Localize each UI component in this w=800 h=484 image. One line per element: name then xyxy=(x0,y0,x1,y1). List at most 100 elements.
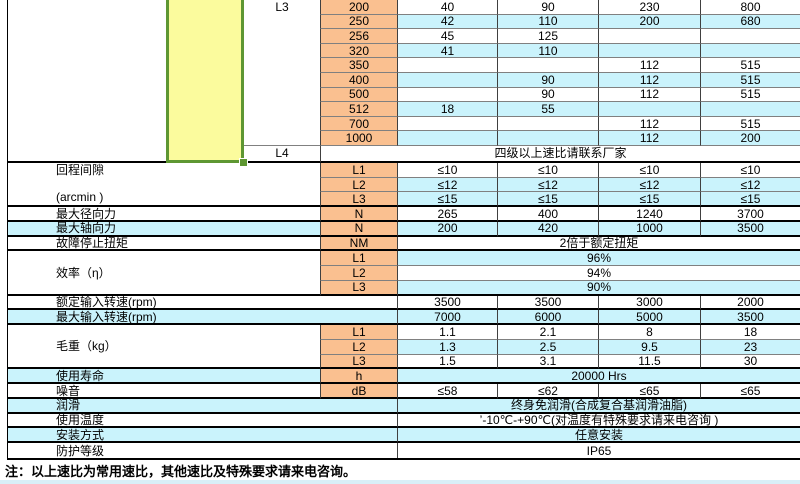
value-cell[interactable]: ≤62 xyxy=(497,384,598,399)
value-cell[interactable]: 112 xyxy=(598,87,700,103)
spec-label-cell[interactable]: 最大输入转速(rpm) xyxy=(8,310,397,326)
value-cell[interactable]: 110 xyxy=(497,43,598,59)
ratio-cell[interactable]: 400 xyxy=(320,72,397,88)
value-cell[interactable]: ≤12 xyxy=(497,177,598,193)
value-cell[interactable] xyxy=(700,102,800,117)
value-cell[interactable]: 11.5 xyxy=(598,354,700,370)
value-cell[interactable]: 1.5 xyxy=(397,354,497,370)
value-cell[interactable]: 90 xyxy=(497,72,598,88)
selection-fill-handle[interactable] xyxy=(239,158,248,167)
value-cell[interactable]: ≤58 xyxy=(397,384,497,399)
value-cell[interactable]: 8 xyxy=(598,325,700,340)
merged-value-cell[interactable]: IP65 xyxy=(397,443,800,458)
value-cell[interactable]: 5000 xyxy=(598,310,700,326)
value-cell[interactable]: 3500 xyxy=(397,295,497,311)
spec-label-cell[interactable]: 使用温度 xyxy=(8,413,397,429)
value-cell[interactable]: ≤10 xyxy=(397,162,497,178)
value-cell[interactable] xyxy=(397,116,497,132)
value-cell[interactable]: 3700 xyxy=(700,207,800,222)
value-cell[interactable] xyxy=(397,131,497,146)
ratio-cell[interactable]: 1000 xyxy=(320,131,397,146)
value-cell[interactable]: 3.1 xyxy=(497,354,598,370)
merged-value-cell[interactable]: 90% xyxy=(397,280,800,296)
unit-cell[interactable]: L3 xyxy=(320,192,397,208)
stage-l4-cell[interactable]: L4 xyxy=(244,145,320,163)
ratio-cell[interactable]: 512 xyxy=(320,102,397,117)
value-cell[interactable]: 515 xyxy=(700,58,800,73)
unit-cell[interactable]: L2 xyxy=(320,177,397,193)
value-cell[interactable]: 40 xyxy=(397,0,497,15)
unit-cell[interactable]: L1 xyxy=(320,251,397,267)
value-cell[interactable]: 30 xyxy=(700,354,800,370)
value-cell[interactable] xyxy=(700,29,800,44)
value-cell[interactable]: 90 xyxy=(497,0,598,15)
value-cell[interactable]: ≤12 xyxy=(700,177,800,193)
selected-cell[interactable] xyxy=(166,0,244,163)
value-cell[interactable]: ≤15 xyxy=(700,192,800,208)
unit-cell[interactable]: L1 xyxy=(320,325,397,340)
value-cell[interactable] xyxy=(497,131,598,146)
l4-note-cell[interactable]: 四级以上速比请联系厂家 xyxy=(320,145,800,163)
value-cell[interactable]: 112 xyxy=(598,72,700,88)
unit-cell[interactable]: L1 xyxy=(320,162,397,178)
value-cell[interactable]: 110 xyxy=(497,14,598,30)
merged-value-cell[interactable]: 终身免润滑(合成复合基润滑油脂) xyxy=(397,398,800,414)
spec-label-cell[interactable]: 效率（η） xyxy=(8,251,320,296)
ratio-cell[interactable]: 700 xyxy=(320,116,397,132)
merged-value-cell[interactable]: 94% xyxy=(397,266,800,281)
value-cell[interactable]: 23 xyxy=(700,339,800,355)
value-cell[interactable]: 125 xyxy=(497,29,598,44)
ratio-cell[interactable]: 250 xyxy=(320,14,397,30)
spec-label-cell[interactable]: 最大轴向力 xyxy=(8,221,320,237)
value-cell[interactable]: 3500 xyxy=(700,221,800,237)
value-cell[interactable]: ≤15 xyxy=(497,192,598,208)
value-cell[interactable]: ≤65 xyxy=(598,384,700,399)
value-cell[interactable] xyxy=(598,43,700,59)
merged-value-cell[interactable]: ’-10℃-+90℃(对温度有特殊要求请来电咨询 ) xyxy=(397,413,800,429)
spec-label-cell[interactable]: 额定输入转速(rpm) xyxy=(8,295,397,311)
value-cell[interactable]: 3500 xyxy=(497,295,598,311)
value-cell[interactable]: 112 xyxy=(598,58,700,73)
unit-cell[interactable]: L3 xyxy=(320,354,397,370)
value-cell[interactable]: 200 xyxy=(700,131,800,146)
spec-label-cell[interactable]: 毛重（kg） xyxy=(8,325,320,370)
merged-value-cell[interactable]: 任意安装 xyxy=(397,428,800,444)
value-cell[interactable] xyxy=(397,72,497,88)
merged-value-cell[interactable]: 2倍于额定扭矩 xyxy=(397,236,800,252)
spec-label-cell[interactable]: 使用寿命 xyxy=(8,369,320,385)
value-cell[interactable]: ≤15 xyxy=(598,192,700,208)
value-cell[interactable]: 1.3 xyxy=(397,339,497,355)
value-cell[interactable]: 55 xyxy=(497,102,598,117)
value-cell[interactable] xyxy=(397,58,497,73)
unit-cell[interactable]: L2 xyxy=(320,266,397,281)
value-cell[interactable]: 200 xyxy=(598,14,700,30)
value-cell[interactable]: 515 xyxy=(700,87,800,103)
ratio-cell[interactable]: 500 xyxy=(320,87,397,103)
value-cell[interactable]: 800 xyxy=(700,0,800,15)
spec-label-cell[interactable]: 润滑 xyxy=(8,398,397,414)
value-cell[interactable]: 1240 xyxy=(598,207,700,222)
value-cell[interactable]: 230 xyxy=(598,0,700,15)
value-cell[interactable] xyxy=(497,58,598,73)
stage-l3-cell[interactable]: L3 xyxy=(244,0,320,146)
value-cell[interactable]: 2.5 xyxy=(497,339,598,355)
value-cell[interactable]: 420 xyxy=(497,221,598,237)
value-cell[interactable]: 112 xyxy=(598,131,700,146)
value-cell[interactable]: 680 xyxy=(700,14,800,30)
value-cell[interactable]: 45 xyxy=(397,29,497,44)
value-cell[interactable]: 9.5 xyxy=(598,339,700,355)
unit-cell[interactable]: N xyxy=(320,221,397,237)
value-cell[interactable]: 515 xyxy=(700,116,800,132)
ratio-cell[interactable]: 256 xyxy=(320,29,397,44)
value-cell[interactable] xyxy=(598,29,700,44)
unit-cell[interactable]: L3 xyxy=(320,280,397,296)
value-cell[interactable]: 42 xyxy=(397,14,497,30)
value-cell[interactable]: ≤12 xyxy=(397,177,497,193)
value-cell[interactable]: 2.1 xyxy=(497,325,598,340)
value-cell[interactable]: ≤10 xyxy=(497,162,598,178)
value-cell[interactable] xyxy=(497,116,598,132)
unit-cell[interactable]: h xyxy=(320,369,397,385)
value-cell[interactable] xyxy=(397,87,497,103)
value-cell[interactable]: 6000 xyxy=(497,310,598,326)
value-cell[interactable]: 7000 xyxy=(397,310,497,326)
